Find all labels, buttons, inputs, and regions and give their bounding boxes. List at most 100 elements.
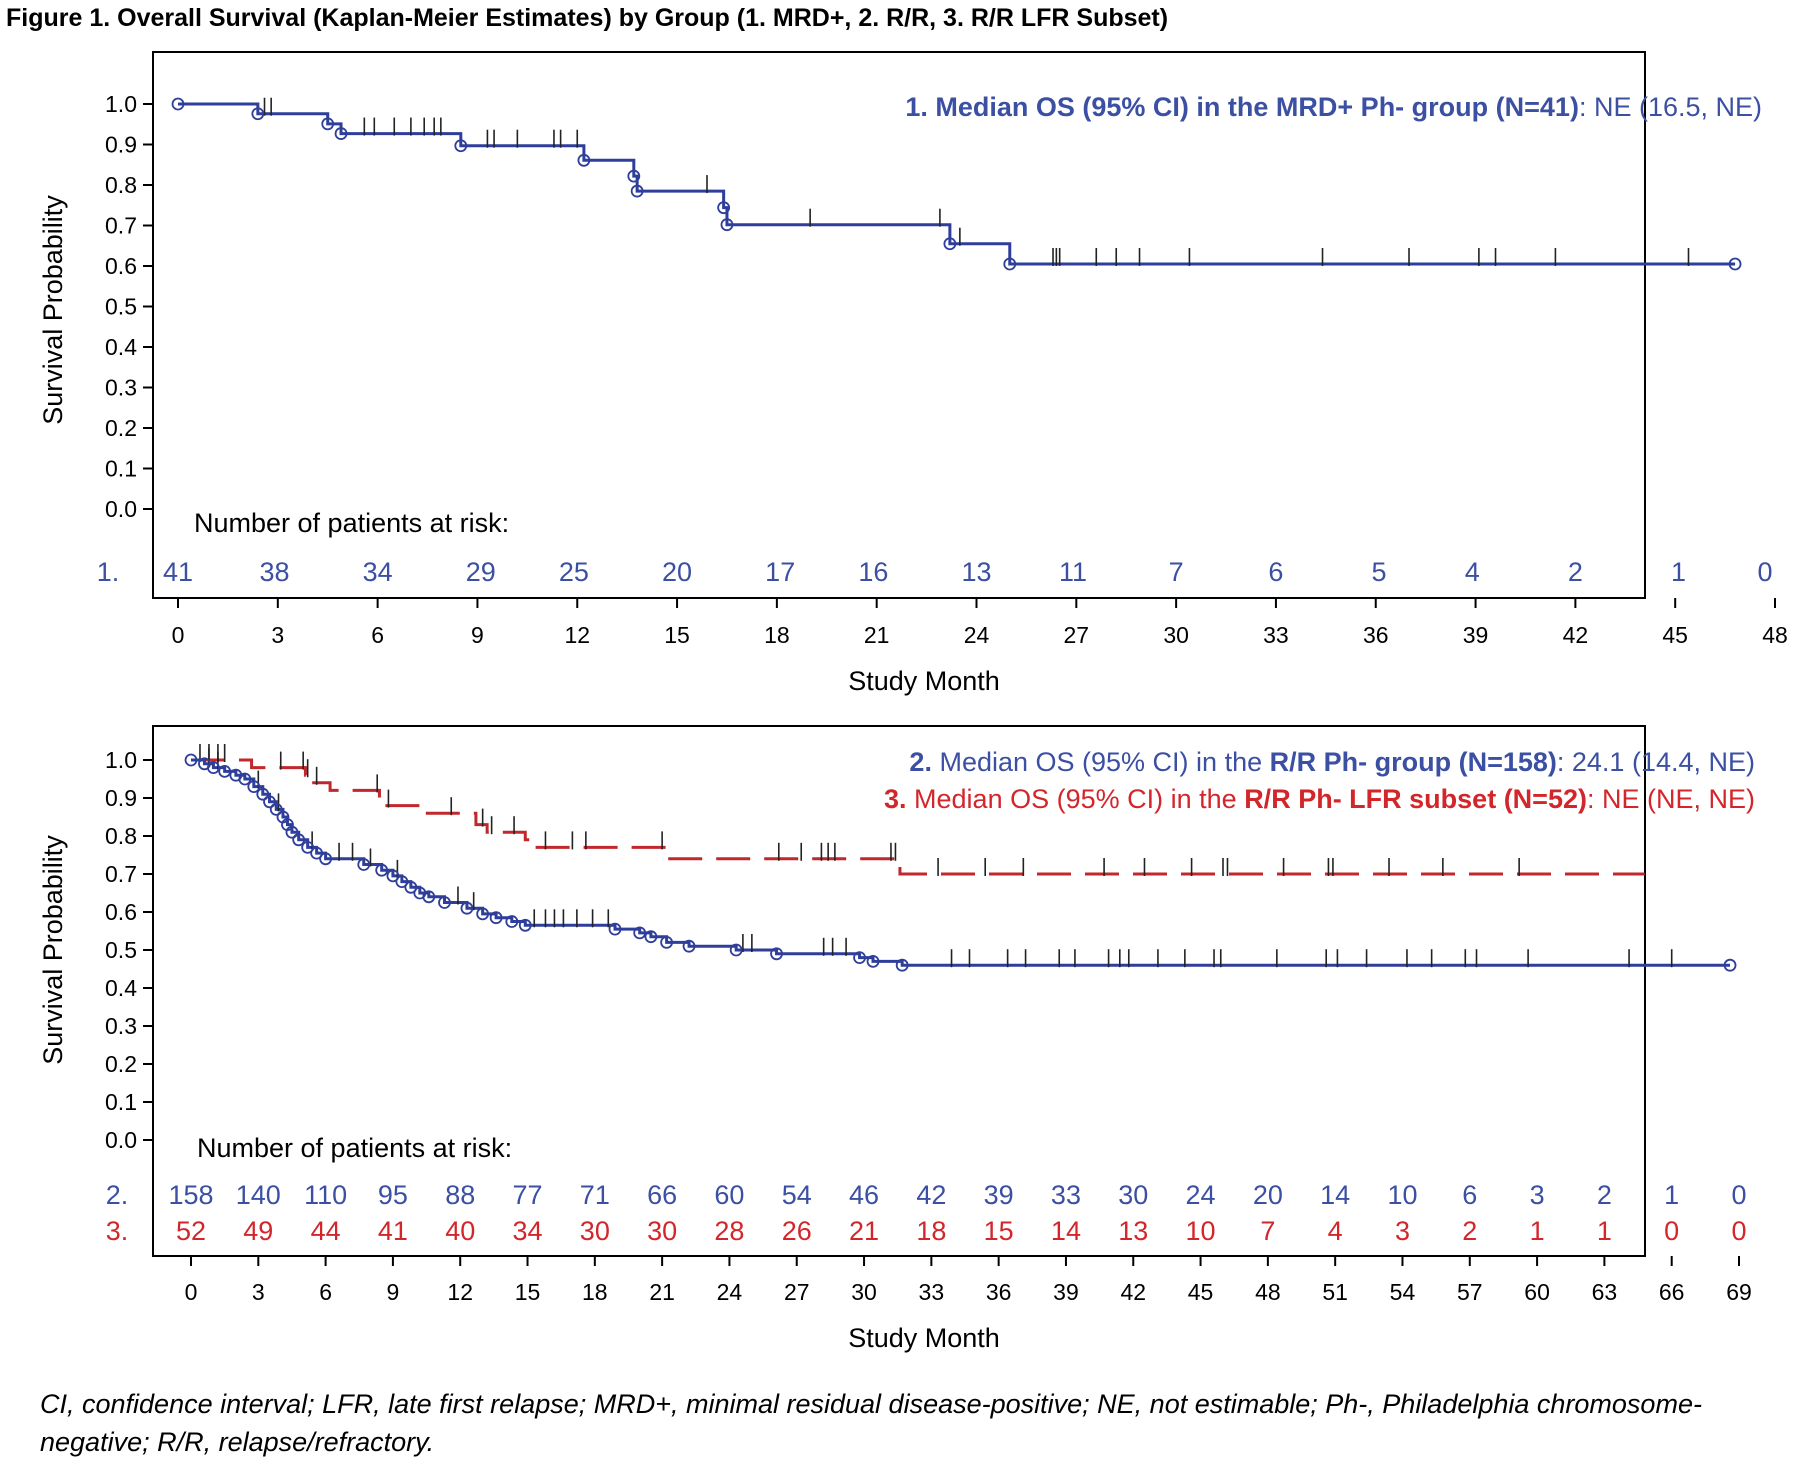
event-marker <box>717 201 731 215</box>
risk-count: 49 <box>243 1216 273 1246</box>
event-marker <box>357 858 371 871</box>
legend-text-part: R/R Ph- LFR subset (N=52) <box>1244 784 1587 814</box>
risk-count: 2 <box>1462 1216 1477 1246</box>
x-tick-label: 39 <box>1053 1279 1079 1305</box>
risk-table-title: Number of patients at risk: <box>194 508 509 538</box>
event-marker <box>319 852 333 866</box>
risk-count: 1 <box>1671 557 1686 587</box>
event-marker <box>720 218 734 232</box>
x-tick-label: 0 <box>185 1279 198 1305</box>
x-tick-label: 3 <box>271 622 284 648</box>
risk-row-label: 2. <box>106 1180 129 1210</box>
risk-count: 33 <box>1051 1180 1081 1210</box>
event-marker <box>644 930 658 944</box>
x-axis-title: Study Month <box>848 666 1000 696</box>
risk-count: 13 <box>961 557 991 587</box>
event-marker <box>454 139 468 153</box>
risk-count: 1 <box>1530 1216 1545 1246</box>
x-tick-label: 12 <box>564 622 590 648</box>
risk-count: 60 <box>714 1180 744 1210</box>
legend-text-part: 3. <box>884 784 907 814</box>
event-marker <box>1003 257 1017 271</box>
x-tick-label: 15 <box>664 622 690 648</box>
event-marker <box>310 846 324 860</box>
risk-count: 4 <box>1465 557 1480 587</box>
risk-count: 14 <box>1320 1180 1350 1210</box>
y-tick-label: 0.9 <box>105 785 137 811</box>
risk-count: 41 <box>378 1216 408 1246</box>
event-marker <box>489 911 503 925</box>
event-marker <box>608 922 622 936</box>
y-tick-label: 1.0 <box>105 747 137 773</box>
plot-frame <box>152 51 1646 599</box>
legend-text-part: 1. Median OS (95% CI) in the MRD+ Ph- gr… <box>905 92 1579 122</box>
figure-title: Figure 1. Overall Survival (Kaplan-Meier… <box>6 4 1169 32</box>
plot-frame <box>152 725 1646 1257</box>
risk-count: 3 <box>1395 1216 1410 1246</box>
event-marker <box>1723 958 1737 972</box>
legend-text-part: : NE (NE, NE) <box>1587 784 1755 814</box>
x-tick-label: 30 <box>851 1279 877 1305</box>
panel-rr-group: 0.00.10.20.30.40.50.60.70.80.91.00 3 6 9 12 1… <box>38 725 1755 1353</box>
event-marker <box>943 237 957 251</box>
y-tick-label: 0.3 <box>105 375 137 401</box>
y-tick-label: 0.1 <box>105 1089 137 1115</box>
risk-count: 30 <box>580 1216 610 1246</box>
legend-entry: 3. Median OS (95% CI) in the R/R Ph- LFR… <box>884 784 1755 814</box>
risk-count: 21 <box>849 1216 879 1246</box>
x-tick-label: 66 <box>1659 1279 1685 1305</box>
risk-count: 46 <box>849 1180 879 1210</box>
risk-count: 11 <box>1059 557 1087 587</box>
risk-count: 2 <box>1568 557 1583 587</box>
y-tick-label: 0.7 <box>105 861 137 887</box>
event-marker <box>505 915 519 928</box>
x-tick-label: 9 <box>471 622 484 648</box>
risk-count: 17 <box>765 557 795 587</box>
risk-count: 44 <box>311 1216 341 1246</box>
event-marker <box>301 841 315 854</box>
risk-count: 4 <box>1328 1216 1343 1246</box>
figure-footnote: CI, confidence interval; LFR, late first… <box>40 1389 1702 1457</box>
x-tick-label: 54 <box>1390 1279 1416 1305</box>
legend-entry: 1. Median OS (95% CI) in the MRD+ Ph- gr… <box>905 92 1762 122</box>
event-marker <box>627 169 641 183</box>
y-tick-label: 1.0 <box>105 91 137 117</box>
x-tick-label: 42 <box>1120 1279 1146 1305</box>
risk-count: 39 <box>984 1180 1014 1210</box>
event-marker <box>207 761 220 774</box>
risk-table-title: Number of patients at risk: <box>197 1133 512 1163</box>
risk-count: 1 <box>1597 1216 1612 1246</box>
x-tick-label: 45 <box>1188 1279 1214 1305</box>
y-tick-label: 0.0 <box>105 1127 137 1153</box>
event-marker <box>438 896 451 909</box>
risk-count: 7 <box>1260 1216 1275 1246</box>
risk-count: 88 <box>445 1180 475 1210</box>
event-marker <box>386 869 400 883</box>
event-marker <box>866 955 880 968</box>
x-tick-label: 51 <box>1322 1279 1348 1305</box>
risk-count: 77 <box>512 1180 542 1210</box>
risk-count: 6 <box>1462 1180 1477 1210</box>
risk-count: 38 <box>259 557 289 587</box>
event-marker <box>853 951 866 964</box>
risk-count: 0 <box>1731 1180 1746 1210</box>
event-marker <box>375 863 389 877</box>
y-tick-label: 0.5 <box>105 294 137 320</box>
risk-count: 16 <box>858 557 888 587</box>
legend-text-part: : 24.1 (14.4, NE) <box>1557 747 1755 777</box>
event-marker <box>630 184 644 198</box>
x-tick-label: 30 <box>1163 622 1189 648</box>
risk-count: 30 <box>1118 1180 1148 1210</box>
legend-text-part: Median OS (95% CI) in the <box>907 784 1245 814</box>
event-marker <box>263 795 276 809</box>
survival-charts: 0.00.10.20.30.40.50.60.70.80.91.00 3 6 9 12 1… <box>38 51 1788 1353</box>
x-tick-label: 27 <box>1064 622 1090 648</box>
risk-count: 10 <box>1186 1216 1216 1246</box>
y-tick-label: 0.1 <box>105 456 137 482</box>
risk-count: 71 <box>580 1180 610 1210</box>
x-tick-label: 63 <box>1592 1279 1618 1305</box>
event-marker <box>321 117 335 131</box>
x-tick-label: 3 <box>252 1279 265 1305</box>
event-marker <box>218 765 232 778</box>
y-tick-label: 0.8 <box>105 823 137 849</box>
